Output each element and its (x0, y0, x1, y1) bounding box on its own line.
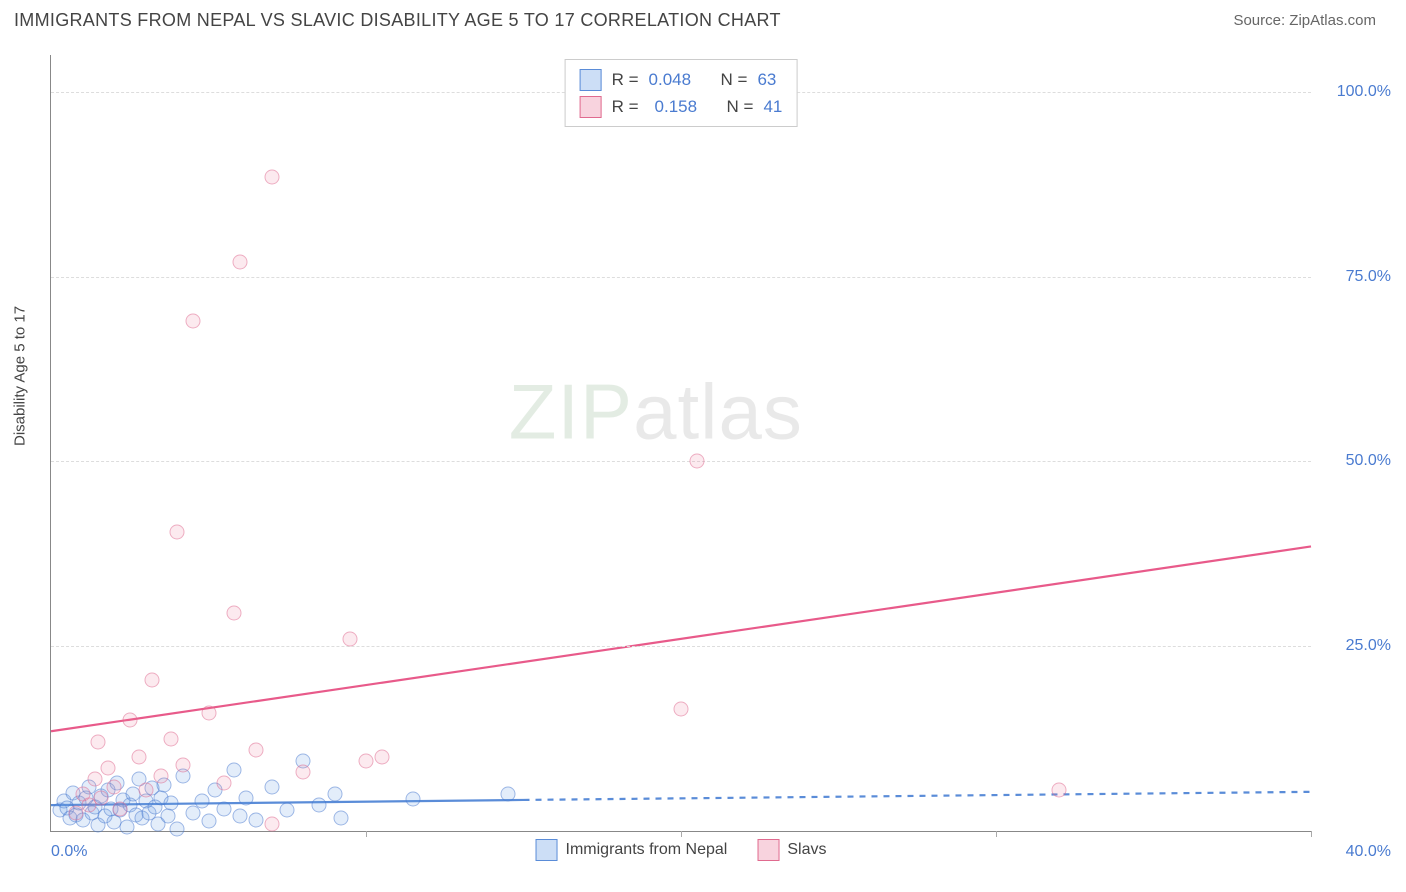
data-point (248, 742, 263, 757)
data-point (280, 803, 295, 818)
data-point (1052, 783, 1067, 798)
data-point (406, 792, 421, 807)
gridline (51, 646, 1311, 647)
x-tick-max: 40.0% (1346, 843, 1391, 861)
legend-item-blue: Immigrants from Nepal (536, 839, 728, 861)
data-point (163, 795, 178, 810)
gridline (51, 277, 1311, 278)
data-point (201, 705, 216, 720)
series-legend: Immigrants from Nepal Slavs (536, 839, 827, 861)
x-tick-mark (366, 831, 367, 837)
data-point (144, 672, 159, 687)
swatch-pink (580, 96, 602, 118)
data-point (359, 753, 374, 768)
swatch-blue (580, 69, 602, 91)
data-point (264, 169, 279, 184)
data-point (201, 814, 216, 829)
data-point (154, 768, 169, 783)
data-point (233, 809, 248, 824)
x-tick-mark (1311, 831, 1312, 837)
data-point (163, 731, 178, 746)
n-value-0: 63 (757, 66, 776, 93)
data-point (327, 787, 342, 802)
y-tick-label: 100.0% (1321, 83, 1391, 101)
data-point (296, 764, 311, 779)
data-point (122, 713, 137, 728)
data-point (264, 816, 279, 831)
y-tick-label: 75.0% (1321, 268, 1391, 286)
y-tick-label: 25.0% (1321, 637, 1391, 655)
data-point (132, 750, 147, 765)
data-point (333, 810, 348, 825)
r-value-0: 0.048 (649, 66, 692, 93)
r-label-0: R = (612, 66, 639, 93)
data-point (185, 314, 200, 329)
legend-label-pink: Slavs (787, 841, 826, 859)
chart-plot-area: ZIPatlas R = 0.048 N = 63 R = 0.158 N = … (50, 55, 1311, 832)
n-value-1: 41 (763, 93, 782, 120)
data-point (311, 798, 326, 813)
n-label-0: N = (721, 66, 748, 93)
y-tick-label: 50.0% (1321, 452, 1391, 470)
legend-swatch-pink (757, 839, 779, 861)
data-point (374, 750, 389, 765)
data-point (239, 790, 254, 805)
n-label-1: N = (727, 93, 754, 120)
legend-item-pink: Slavs (757, 839, 826, 861)
data-point (170, 821, 185, 836)
data-point (264, 779, 279, 794)
data-point (195, 794, 210, 809)
data-point (91, 735, 106, 750)
data-point (138, 783, 153, 798)
data-point (500, 787, 515, 802)
x-tick-mark (681, 831, 682, 837)
data-point (94, 790, 109, 805)
data-point (217, 775, 232, 790)
data-point (119, 820, 134, 835)
data-point (674, 702, 689, 717)
data-point (226, 605, 241, 620)
data-point (248, 812, 263, 827)
legend-swatch-blue (536, 839, 558, 861)
data-point (100, 761, 115, 776)
y-axis-label: Disability Age 5 to 17 (12, 306, 29, 446)
legend-label-blue: Immigrants from Nepal (566, 841, 728, 859)
data-point (233, 254, 248, 269)
legend-row-pink: R = 0.158 N = 41 (580, 93, 783, 120)
legend-row-blue: R = 0.048 N = 63 (580, 66, 783, 93)
r-value-1: 0.158 (655, 93, 698, 120)
r-label-1: R = (612, 93, 639, 120)
chart-source: Source: ZipAtlas.com (1233, 12, 1376, 29)
gridline (51, 461, 1311, 462)
chart-header: IMMIGRANTS FROM NEPAL VS SLAVIC DISABILI… (0, 0, 1406, 41)
correlation-legend: R = 0.048 N = 63 R = 0.158 N = 41 (565, 59, 798, 127)
x-tick-mark (996, 831, 997, 837)
x-tick-min: 0.0% (51, 843, 87, 861)
data-point (107, 779, 122, 794)
data-point (689, 454, 704, 469)
data-point (113, 801, 128, 816)
data-point (88, 772, 103, 787)
data-point (343, 631, 358, 646)
data-point (176, 757, 191, 772)
data-point (217, 801, 232, 816)
chart-title: IMMIGRANTS FROM NEPAL VS SLAVIC DISABILI… (14, 10, 781, 31)
data-point (170, 524, 185, 539)
data-point (226, 763, 241, 778)
